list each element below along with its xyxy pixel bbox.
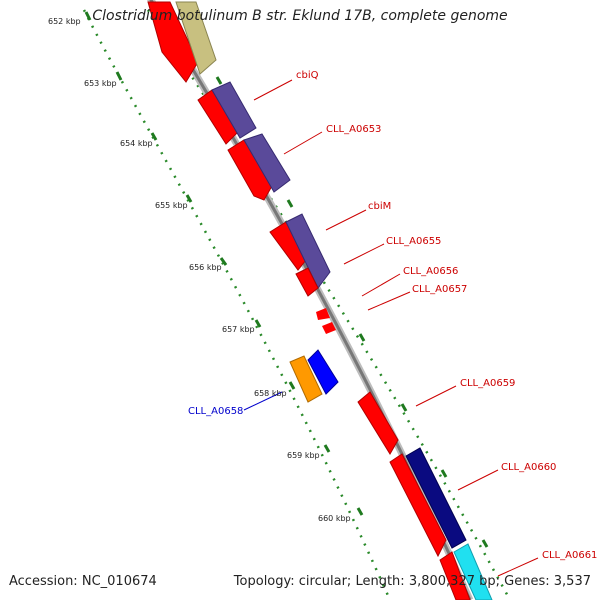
gene-label-cll_a0661[interactable]: CLL_A0661 [542,550,597,561]
gene-cds-a0657[interactable] [322,322,336,334]
kbp-tick-label: 652 kbp [48,17,81,26]
cog-olive-top[interactable] [175,1,217,75]
genes-value: 3,537 [553,574,591,589]
gene-cds-a0661[interactable] [439,551,471,600]
gene-cds-a0660[interactable] [389,453,447,558]
kbp-tick-label: 653 kbp [84,79,117,88]
gene-cds-a0653[interactable] [227,139,273,201]
accession-value: NC_010674 [81,574,157,589]
gene-label-cll_a0656[interactable]: CLL_A0656 [403,266,458,277]
cog-a0658-orange[interactable] [289,355,323,403]
cog-a0661[interactable] [453,543,493,600]
cog-a0660[interactable] [405,447,467,549]
topology-label: Topology: [233,574,295,589]
genes-label: Genes: [504,574,550,589]
gene-cds-a0656[interactable] [316,308,330,320]
gene-label-cll_a0657[interactable]: CLL_A0657 [412,284,467,295]
kbp-tick-label: 654 kbp [120,139,153,148]
cog-a0658-blue[interactable] [307,349,339,395]
length-value: 3,800,327 bp [408,574,496,589]
map-title: Clostridium botulinum B str. Eklund 17B,… [92,8,508,24]
gene-cds-top[interactable] [147,1,199,83]
kbp-tick-label: 657 kbp [222,325,255,334]
accession-footer: Accession: NC_010674 [9,574,157,589]
gene-cds-a0659[interactable] [357,391,399,455]
gene-label-cll_a0653[interactable]: CLL_A0653 [326,124,381,135]
gene-label-cll_a0659[interactable]: CLL_A0659 [460,378,515,389]
gene-label-cbiq[interactable]: cbiQ [296,70,319,81]
kbp-tick-label: 656 kbp [189,263,222,272]
kbp-tick-label: 655 kbp [155,201,188,210]
genome-stats-footer: Topology: circular; Length: 3,800,327 bp… [233,574,591,589]
length-label: Length: [355,574,405,589]
topology-value: circular [298,574,347,589]
gene-label-cll_a0655[interactable]: CLL_A0655 [386,236,441,247]
label-leaders [243,79,539,577]
gene-cds-a0655[interactable] [295,267,319,297]
cog-cbim[interactable] [285,213,331,289]
gene-label-cbim[interactable]: cbiM [368,201,391,212]
kbp-tick-label: 659 kbp [287,451,320,460]
kbp-tick-label: 658 kbp [254,389,287,398]
cog-a0653[interactable] [243,133,291,193]
cog-cbiq[interactable] [211,81,257,139]
gene-label-cll_a0660[interactable]: CLL_A0660 [501,462,556,473]
accession-label: Accession: [9,574,78,589]
gene-label-cll_a0658[interactable]: CLL_A0658 [188,406,243,417]
kbp-tick-label: 660 kbp [318,514,351,523]
